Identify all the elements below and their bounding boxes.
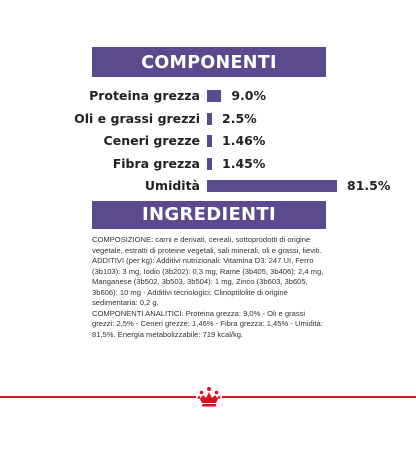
chart-category-label: Proteina grezza	[89, 88, 200, 103]
footer-divider-left	[0, 396, 196, 398]
chart-category-label: Ceneri grezze	[103, 133, 200, 148]
ingredients-text: COMPOSIZIONE: carni e derivati, cereali,…	[92, 235, 328, 340]
additives-paragraph: ADDITIVI (per kg): Additivi nutrizionali…	[92, 256, 324, 307]
royal-canin-crown-icon	[197, 387, 221, 407]
chart-bar	[207, 180, 337, 192]
chart-bar	[207, 112, 212, 125]
chart-value-label: 9.0%	[231, 88, 267, 103]
analytical-components-header: COMPONENTI ANALITICI	[92, 47, 326, 105]
chart-bar	[207, 157, 212, 170]
chart-value-label: 2.5%	[222, 110, 257, 126]
chart-category-label: Oli e grassi grezzi	[74, 110, 200, 126]
chart-bar	[207, 90, 222, 102]
chart-value-label: 1.45%	[222, 155, 266, 171]
footer-divider-right	[222, 396, 416, 398]
chart-value-label: 1.46%	[222, 133, 266, 148]
ingredients-header: INGREDIENTI	[92, 201, 326, 229]
chart-bar	[207, 135, 212, 147]
chart-category-label: Umidità	[144, 178, 200, 193]
analytical-components-paragraph: COMPONENTI ANALITICI: Proteina grezza: 9…	[92, 308, 323, 339]
composition-paragraph: COMPOSIZIONE: carni e derivati, cereali,…	[92, 235, 322, 255]
chart-value-label: 81.5%	[347, 178, 391, 193]
analytical-chart: Proteina grezza 9.0% Oli e grassi grezzi 2.…	[0, 0, 416, 200]
chart-category-label: Fibra grezza	[112, 155, 200, 171]
